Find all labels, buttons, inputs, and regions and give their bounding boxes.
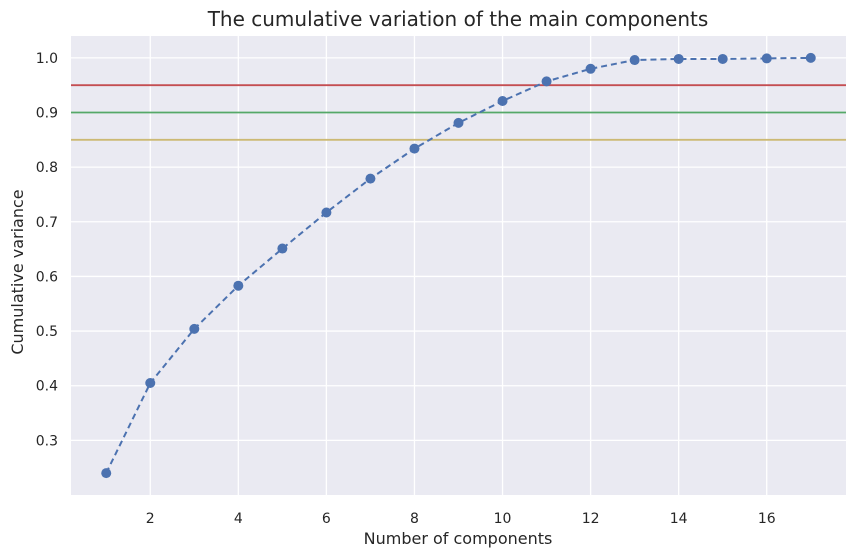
data-point: [233, 280, 244, 291]
data-point: [277, 243, 288, 254]
data-point: [717, 53, 728, 64]
x-tick-label: 16: [758, 511, 776, 527]
x-tick-label: 4: [234, 511, 243, 527]
chart-title: The cumulative variation of the main com…: [207, 7, 709, 31]
data-point: [497, 96, 508, 107]
x-tick-label: 12: [582, 511, 600, 527]
data-point: [585, 63, 596, 74]
data-point: [629, 55, 640, 66]
data-point: [145, 377, 156, 388]
plot-area: [71, 36, 846, 495]
x-tick-label: 6: [322, 511, 331, 527]
y-tick-label: 0.7: [36, 215, 58, 231]
x-tick-label: 10: [494, 511, 512, 527]
data-point: [453, 117, 464, 128]
series-layer: [101, 52, 816, 479]
data-point: [673, 53, 684, 64]
reference-lines: [71, 84, 846, 141]
y-tick-label: 1.0: [36, 51, 58, 67]
tick-labels: 2 4 6 8 10 12 14 16 0.3 0.4 0.5 0.6 0.7 0.8 0.9 1.0: [36, 51, 776, 527]
y-tick-label: 0.9: [36, 106, 58, 122]
y-tick-label: 0.3: [36, 433, 58, 449]
y-axis-label: Cumulative variance: [8, 189, 27, 354]
data-point: [365, 173, 376, 184]
data-point: [805, 52, 816, 63]
x-axis-label: Number of components: [364, 529, 553, 548]
x-tick-label: 2: [146, 511, 155, 527]
data-point: [761, 53, 772, 64]
series-line: [105, 56, 811, 474]
x-tick-label: 8: [410, 511, 419, 527]
y-tick-label: 0.4: [36, 379, 58, 395]
y-tick-label: 0.8: [36, 160, 58, 176]
data-point: [409, 143, 420, 154]
data-point: [189, 323, 200, 334]
data-point: [321, 207, 332, 218]
data-point: [541, 76, 552, 87]
data-point: [101, 468, 112, 479]
y-tick-label: 0.6: [36, 269, 58, 285]
x-tick-label: 14: [670, 511, 688, 527]
y-tick-label: 0.5: [36, 324, 58, 340]
